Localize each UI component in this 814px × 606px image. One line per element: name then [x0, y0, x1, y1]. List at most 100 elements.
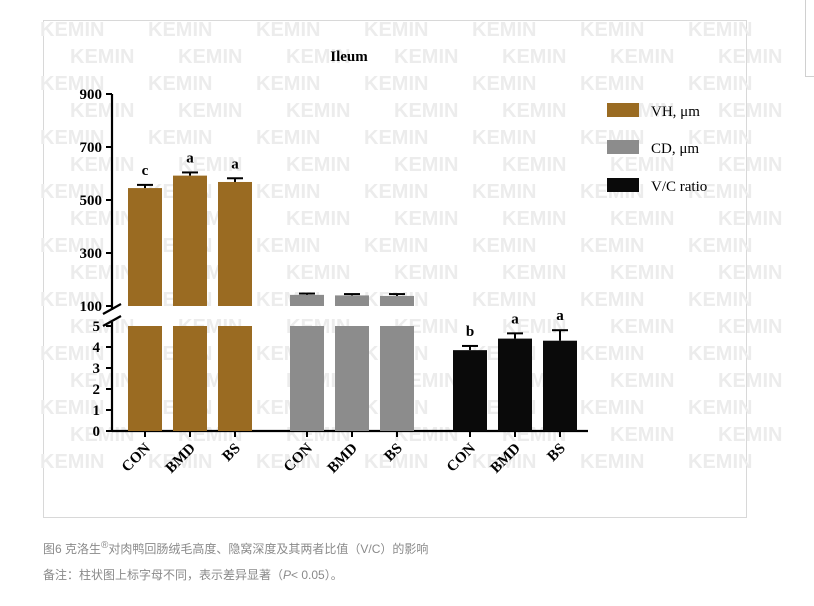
watermark-text: KEMIN — [364, 19, 428, 41]
watermark-text: KEMIN — [70, 46, 134, 68]
significance-letter: a — [231, 156, 239, 172]
figure-caption: 图6 克洛生®对肉鸭回肠绒毛高度、隐窝深度及其两者比值（V/C）的影响 — [43, 540, 428, 557]
watermark-text: KEMIN — [70, 208, 134, 230]
watermark-text: KEMIN — [718, 424, 782, 446]
watermark-text: KEMIN — [40, 397, 104, 419]
watermark-text: KEMIN — [580, 289, 644, 311]
y-tick-label: 100 — [80, 299, 103, 315]
bar-lower-segment — [218, 326, 252, 431]
watermark-text: KEMIN — [472, 127, 536, 149]
watermark-text: KEMIN — [286, 154, 350, 176]
watermark-text: KEMIN — [178, 100, 242, 122]
bar-upper-segment — [290, 294, 324, 306]
watermark-text: KEMIN — [580, 451, 644, 473]
watermark-text: KEMIN — [502, 262, 566, 284]
axis-break-mark — [102, 303, 122, 315]
watermark-text: KEMIN — [688, 181, 752, 203]
watermark-text: KEMIN — [472, 289, 536, 311]
watermark-text: KEMIN — [70, 370, 134, 392]
watermark-text: KEMIN — [40, 235, 104, 257]
bar-upper-segment — [380, 295, 414, 306]
y-tick-label: 2 — [93, 382, 101, 398]
bar-lower-segment — [335, 326, 369, 431]
watermark-text: KEMIN — [256, 235, 320, 257]
watermark-text: KEMIN — [394, 208, 458, 230]
watermark-text: KEMIN — [718, 208, 782, 230]
significance-letter: a — [511, 311, 519, 327]
watermark-text: KEMIN — [688, 73, 752, 95]
watermark-text: KEMIN — [70, 316, 134, 338]
watermark-text: KEMIN — [688, 343, 752, 365]
watermark-text: KEMIN — [256, 127, 320, 149]
watermark-text: KEMIN — [70, 424, 134, 446]
watermark-text: KEMIN — [610, 316, 674, 338]
watermark-text: KEMIN — [40, 289, 104, 311]
watermark-text: KEMIN — [718, 316, 782, 338]
bar-lower-segment — [290, 326, 324, 431]
watermark-text: KEMIN — [286, 100, 350, 122]
watermark-text: KEMIN — [688, 127, 752, 149]
watermark-text: KEMIN — [256, 19, 320, 41]
watermark-text: KEMIN — [256, 73, 320, 95]
watermark-text: KEMIN — [502, 154, 566, 176]
watermark-text: KEMIN — [364, 181, 428, 203]
watermark-text: KEMIN — [286, 262, 350, 284]
note-suffix: < 0.05）。 — [291, 568, 343, 582]
ileum-chart: KEMIN KEMIN KEMIN KEMIN KEMIN KEMIN KEMIN KEMIN… — [40, 19, 782, 477]
watermark-text: KEMIN — [472, 451, 536, 473]
bar-upper-segment — [218, 181, 252, 306]
legend-swatch — [607, 178, 639, 192]
side-scroll-track[interactable] — [805, 0, 814, 77]
watermark-text: KEMIN — [580, 343, 644, 365]
watermark-text: KEMIN — [502, 100, 566, 122]
y-tick-label: 4 — [93, 340, 101, 356]
legend-swatch — [607, 140, 639, 154]
watermark-text: KEMIN — [178, 46, 242, 68]
watermark-text: KEMIN — [364, 73, 428, 95]
chart-title: Ileum — [330, 49, 368, 65]
watermark-text: KEMIN — [364, 127, 428, 149]
watermark-text: KEMIN — [70, 262, 134, 284]
watermark-text: KEMIN — [394, 262, 458, 284]
watermark-text: KEMIN — [148, 73, 212, 95]
y-tick-label: 300 — [80, 246, 103, 262]
watermark-text: KEMIN — [70, 100, 134, 122]
legend-label: VH, μm — [651, 104, 700, 120]
watermark-text: KEMIN — [394, 46, 458, 68]
significance-letter: a — [556, 308, 564, 324]
legend-swatch — [607, 103, 639, 117]
bar-upper-segment — [335, 295, 369, 306]
bar-lower-segment — [128, 326, 162, 431]
watermark-text: KEMIN — [610, 154, 674, 176]
watermark-text: KEMIN — [718, 262, 782, 284]
watermark-text: KEMIN — [610, 46, 674, 68]
watermark-text: KEMIN — [40, 127, 104, 149]
bar-upper-segment — [173, 175, 207, 306]
watermark-text: KEMIN — [364, 451, 428, 473]
watermark-text: KEMIN — [178, 154, 242, 176]
watermark-text: KEMIN — [40, 73, 104, 95]
bar — [453, 350, 487, 431]
watermark-text: KEMIN — [610, 370, 674, 392]
watermark-text: KEMIN — [688, 235, 752, 257]
watermark-text: KEMIN — [364, 235, 428, 257]
bar-lower-segment — [380, 326, 414, 431]
watermark-text: KEMIN — [286, 208, 350, 230]
chart-legend: VH, μm CD, μm V/C ratio — [607, 103, 707, 195]
caption-rest: 对肉鸭回肠绒毛高度、隐窝深度及其两者比值（V/C）的影响 — [108, 542, 429, 556]
legend-label: V/C ratio — [651, 179, 707, 195]
y-tick-label: 3 — [93, 361, 101, 377]
watermark-text: KEMIN — [580, 397, 644, 419]
y-tick-label: 500 — [80, 193, 103, 209]
watermark-text: KEMIN — [394, 154, 458, 176]
watermark-text: KEMIN — [502, 46, 566, 68]
watermark-text: KEMIN — [580, 235, 644, 257]
watermark-text: KEMIN — [580, 73, 644, 95]
watermark-text: KEMIN — [70, 154, 134, 176]
watermark-text: KEMIN — [472, 235, 536, 257]
watermark-text: KEMIN — [148, 19, 212, 41]
watermark-text: KEMIN — [472, 73, 536, 95]
watermark-text: KEMIN — [718, 370, 782, 392]
watermark-text: KEMIN — [610, 262, 674, 284]
bar — [543, 340, 577, 431]
